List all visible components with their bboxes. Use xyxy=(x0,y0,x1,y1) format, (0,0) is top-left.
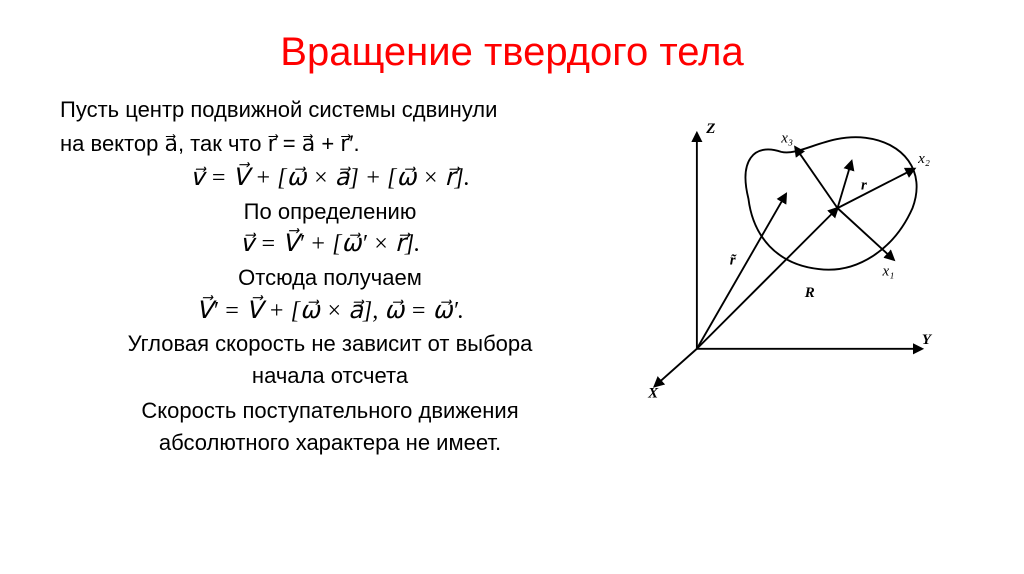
equation-3: V⃗′ = V⃗ + [ω⃗ × a⃗], ω⃗ = ω⃗′. xyxy=(196,298,464,324)
vector-label-r_tilde: r̃ xyxy=(730,252,738,268)
axis-label-x: X xyxy=(647,386,659,402)
label-definition: По определению xyxy=(60,197,600,227)
axis-label-y: Y xyxy=(922,332,933,348)
vector-label-x3: x₃ xyxy=(780,131,793,147)
diagram-column: Z Y X Rr̃ r x₁ x₂ x₃ xyxy=(600,95,984,460)
rigid-body-diagram: Z Y X Rr̃ r x₁ x₂ x₃ xyxy=(630,105,970,405)
slide: Вращение твердого тела Пусть центр подви… xyxy=(0,0,1024,574)
vector-label-x2: x₂ xyxy=(917,151,930,167)
text-column: Пусть центр подвижной системы сдвинули н… xyxy=(60,95,600,460)
conclusion-2-line-2: абсолютного характера не имеет. xyxy=(60,428,600,458)
axis-label-z: Z xyxy=(705,121,715,137)
intro-line-2: на вектор a⃗, так что r⃗ = a⃗ + r⃗′. xyxy=(60,129,600,159)
vector-label-R: R xyxy=(804,285,815,301)
conclusion-1-line-2: начала отсчета xyxy=(60,361,600,391)
content-row: Пусть центр подвижной системы сдвинули н… xyxy=(0,95,1024,460)
rigid-body-outline xyxy=(746,137,917,269)
vector-x1 xyxy=(838,208,894,260)
vector-x2 xyxy=(838,169,915,208)
vector-R xyxy=(697,208,838,349)
label-hence: Отсюда получаем xyxy=(60,263,600,293)
conclusion-1-line-1: Угловая скорость не зависит от выбора xyxy=(60,329,600,359)
slide-title: Вращение твердого тела xyxy=(0,0,1024,95)
intro-line-1: Пусть центр подвижной системы сдвинули xyxy=(60,95,600,125)
conclusion-2-line-1: Скорость поступательного движения xyxy=(60,396,600,426)
axis-x xyxy=(655,349,697,387)
vector-label-r: r xyxy=(861,177,867,193)
vector-label-x1: x₁ xyxy=(882,264,895,280)
equation-1: v⃗ = V⃗ + [ω⃗ × a⃗] + [ω⃗ × r⃗]. xyxy=(190,165,470,191)
equation-2: v⃗ = V⃗′ + [ω⃗′ × r⃗]. xyxy=(240,231,420,257)
vector-x3 xyxy=(795,147,837,208)
vector-r_tilde xyxy=(697,194,786,349)
